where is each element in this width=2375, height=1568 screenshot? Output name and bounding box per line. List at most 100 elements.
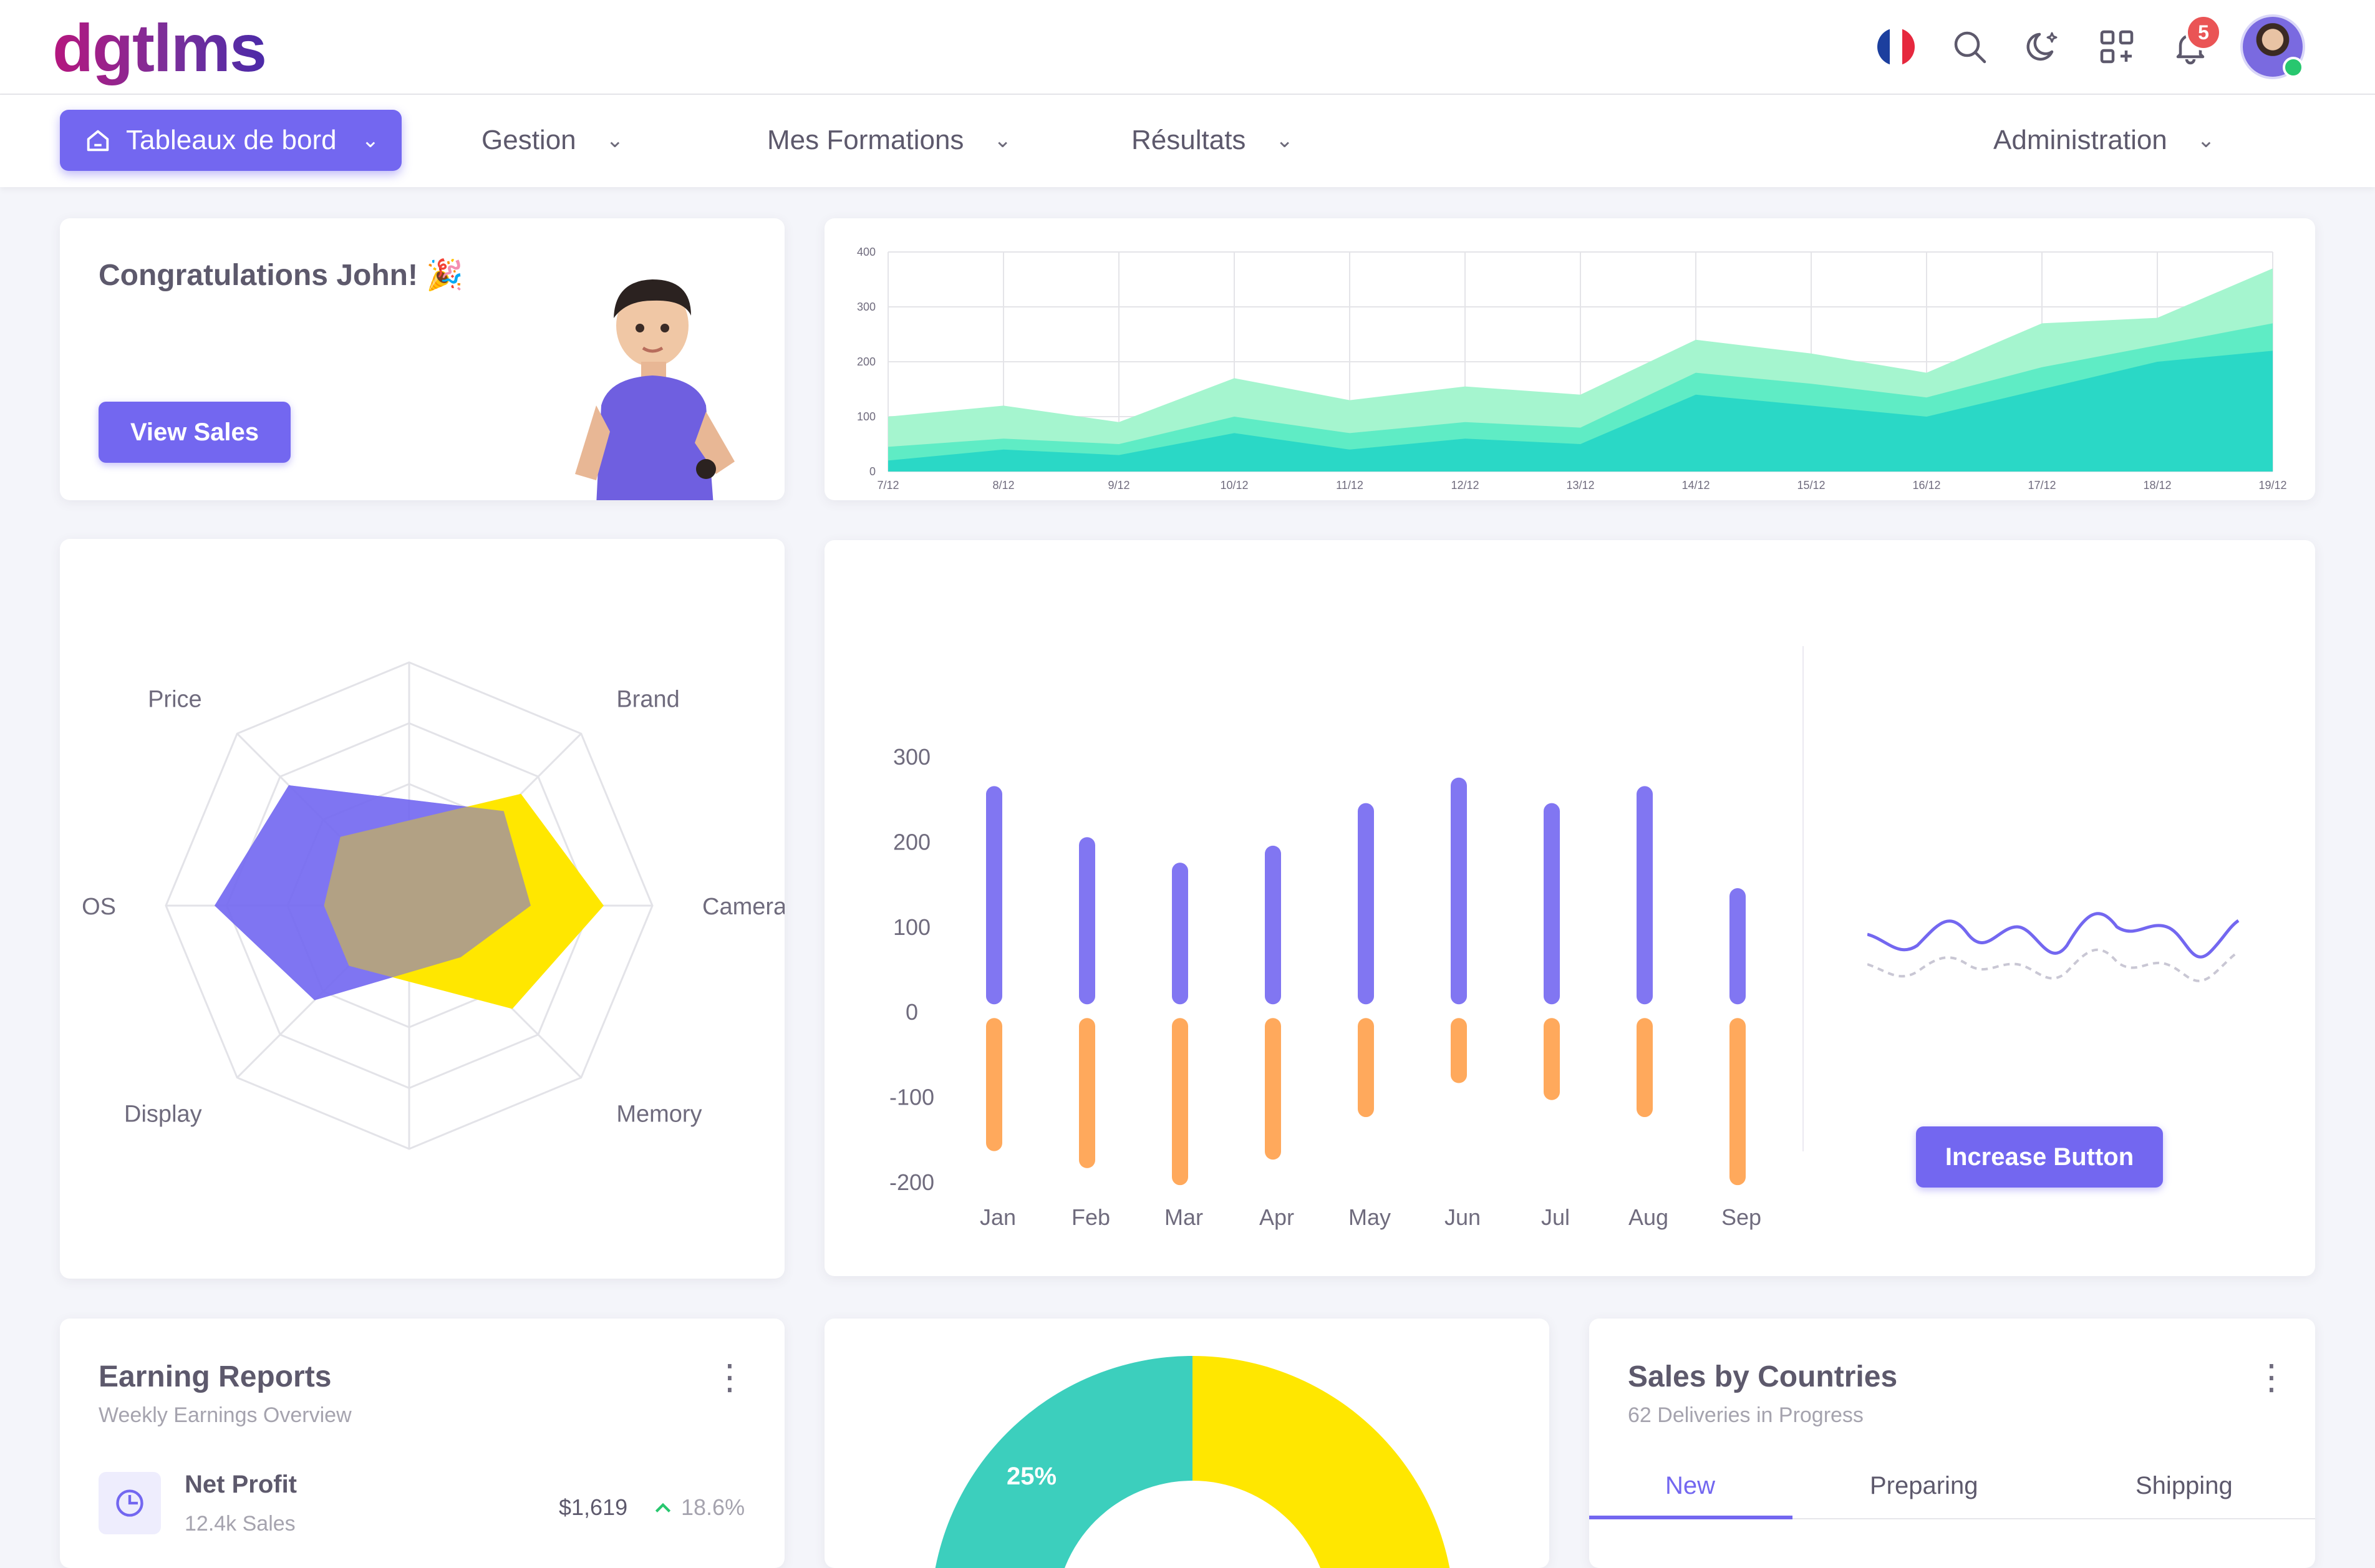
nav-item-resultats[interactable]: Résultats ⌄ — [1131, 110, 1294, 171]
tab-new[interactable]: New — [1665, 1472, 1716, 1499]
area-y-tick-label: 200 — [857, 356, 876, 368]
area-y-tick-label: 400 — [857, 246, 876, 258]
increase-button[interactable]: Increase Button — [1916, 1126, 2163, 1188]
bar-y-tick-label: 300 — [893, 744, 931, 770]
bar-x-tick-label: Apr — [1259, 1204, 1294, 1230]
view-sales-button[interactable]: View Sales — [99, 402, 291, 463]
bar-x-tick-label: Mar — [1164, 1204, 1203, 1230]
bar-x-tick-label: Sep — [1721, 1204, 1761, 1230]
radar-chart-card: Price Brand Camera Memory Display OS — [60, 539, 785, 1279]
bar-y-tick-label: 200 — [893, 829, 931, 854]
area-x-tick-label: 10/12 — [1220, 479, 1248, 491]
avatar-illustration — [575, 279, 735, 500]
divider — [1802, 646, 1804, 1151]
home-icon — [87, 130, 109, 152]
radar-category-label: Price — [148, 687, 202, 713]
clock-pie-icon — [116, 1489, 143, 1517]
tabs-divider — [1589, 1518, 2315, 1519]
active-tab-indicator — [1589, 1516, 1792, 1519]
tab-shipping[interactable]: Shipping — [2136, 1472, 2233, 1499]
donut-chart-card: 25% — [825, 1319, 1549, 1568]
bar-y-tick-label: 100 — [893, 914, 931, 940]
area-x-tick-label: 15/12 — [1797, 479, 1825, 491]
nav-item-administration[interactable]: Administration ⌄ — [1993, 110, 2215, 171]
chevron-down-icon: ⌄ — [606, 128, 624, 152]
more-options-icon[interactable]: ⋮ — [2254, 1357, 2289, 1396]
chevron-down-icon: ⌄ — [2197, 128, 2215, 152]
notifications-bell-icon[interactable]: 5 — [2167, 14, 2222, 70]
area-x-tick-label: 11/12 — [1336, 479, 1363, 491]
area-x-tick-label: 7/12 — [877, 479, 899, 491]
bar-y-tick-label: -100 — [889, 1085, 934, 1110]
donut-slice-teal — [935, 1356, 1192, 1568]
net-profit-amount: $1,619 — [559, 1494, 628, 1520]
congratulations-card: Congratulations John! 🎉 View Sales — [60, 218, 785, 500]
bar-x-tick-label: Jun — [1444, 1204, 1481, 1230]
donut-slice-yellow — [1192, 1356, 1450, 1568]
radar-category-label: Memory — [616, 1101, 702, 1127]
area-y-tick-label: 100 — [857, 410, 876, 423]
nav-label-gestion: Gestion — [481, 125, 576, 155]
sales-by-countries-title: Sales by Countries — [1628, 1360, 1898, 1393]
area-y-tick-label: 0 — [869, 465, 876, 478]
main-navigation: Tableaux de bord ⌄ Gestion ⌄ Mes Formati… — [0, 95, 2375, 187]
congratulations-title: Congratulations John! 🎉 — [99, 259, 464, 292]
chevron-down-icon: ⌄ — [361, 128, 380, 152]
user-avatar[interactable] — [2240, 14, 2305, 79]
area-series-1 — [888, 351, 2273, 472]
app-logo[interactable]: dgtlms — [52, 10, 267, 85]
area-x-tick-label: 14/12 — [1681, 479, 1710, 491]
donut-chart: 25% — [935, 1356, 1450, 1568]
chevron-up-icon — [655, 1503, 671, 1512]
net-profit-change: 18.6% — [652, 1494, 745, 1521]
dark-mode-icon[interactable] — [2019, 23, 2067, 70]
net-profit-label: Net Profit — [185, 1471, 297, 1498]
bar-chart: 300 200 100 0 -100 -200 Jan Feb Mar Apr May Jun Jul A… — [889, 744, 1761, 1230]
radar-category-label: Camera — [702, 894, 785, 920]
nav-item-dashboards[interactable]: Tableaux de bord ⌄ — [60, 110, 402, 171]
bar-x-tick-label: Jul — [1541, 1204, 1570, 1230]
bar-y-tick-label: -200 — [889, 1169, 934, 1195]
nav-label-dashboards: Tableaux de bord — [126, 125, 337, 155]
donut-percent-label: 25% — [1007, 1463, 1057, 1490]
earning-reports-subtitle: Weekly Earnings Overview — [99, 1403, 352, 1427]
radar-series-1-overlay — [215, 785, 531, 1000]
nav-item-mes-formations[interactable]: Mes Formations ⌄ — [767, 110, 1012, 171]
net-profit-icon-box — [99, 1472, 161, 1534]
earning-reports-title: Earning Reports — [99, 1360, 332, 1393]
nav-label-mes-formations: Mes Formations — [767, 125, 964, 155]
area-x-tick-label: 12/12 — [1451, 479, 1479, 491]
net-profit-sub: 12.4k Sales — [185, 1512, 296, 1536]
area-x-tick-label: 9/12 — [1108, 479, 1129, 491]
sparkline-chart — [1867, 912, 2240, 982]
nav-item-gestion[interactable]: Gestion ⌄ — [481, 110, 624, 171]
more-options-icon[interactable]: ⋮ — [712, 1357, 747, 1396]
bar-x-tick-label: Jan — [980, 1204, 1016, 1230]
bar-x-tick-label: May — [1348, 1204, 1391, 1230]
bar-chart-card: 300 200 100 0 -100 -200 Jan Feb Mar Apr May Jun Jul A… — [825, 540, 2315, 1276]
bar-x-tick-label: Feb — [1071, 1204, 1110, 1230]
nav-label-administration: Administration — [1993, 125, 2167, 155]
area-chart: 7/12 8/12 9/12 10/12 11/12 12/12 13/12 14/12 15/… — [857, 246, 2287, 491]
search-icon[interactable] — [1946, 23, 1993, 70]
area-chart-card: 7/12 8/12 9/12 10/12 11/12 12/12 13/12 14/12 15/… — [825, 218, 2315, 500]
area-y-tick-label: 300 — [857, 301, 876, 313]
sales-by-countries-subtitle: 62 Deliveries in Progress — [1628, 1403, 1864, 1427]
area-x-tick-label: 13/12 — [1566, 479, 1594, 491]
french-flag-icon[interactable] — [1872, 23, 1920, 70]
online-status-dot — [2283, 57, 2304, 78]
chevron-down-icon: ⌄ — [994, 128, 1012, 152]
radar-category-label: Display — [124, 1101, 202, 1127]
bar-y-tick-label: 0 — [906, 999, 918, 1025]
chevron-down-icon: ⌄ — [1275, 128, 1294, 152]
area-x-tick-label: 17/12 — [2028, 479, 2056, 491]
net-profit-change-value: 18.6% — [681, 1494, 745, 1520]
tab-preparing[interactable]: Preparing — [1870, 1472, 1978, 1499]
area-x-tick-label: 19/12 — [2258, 479, 2286, 491]
apps-grid-icon[interactable] — [2093, 23, 2140, 70]
area-x-tick-label: 16/12 — [1912, 479, 1940, 491]
earning-reports-card: Earning Reports Weekly Earnings Overview… — [60, 1319, 785, 1568]
notification-count-badge: 5 — [2185, 14, 2222, 51]
sales-by-countries-card: Sales by Countries 62 Deliveries in Prog… — [1589, 1319, 2315, 1568]
top-icons: 5 — [1872, 12, 2305, 81]
